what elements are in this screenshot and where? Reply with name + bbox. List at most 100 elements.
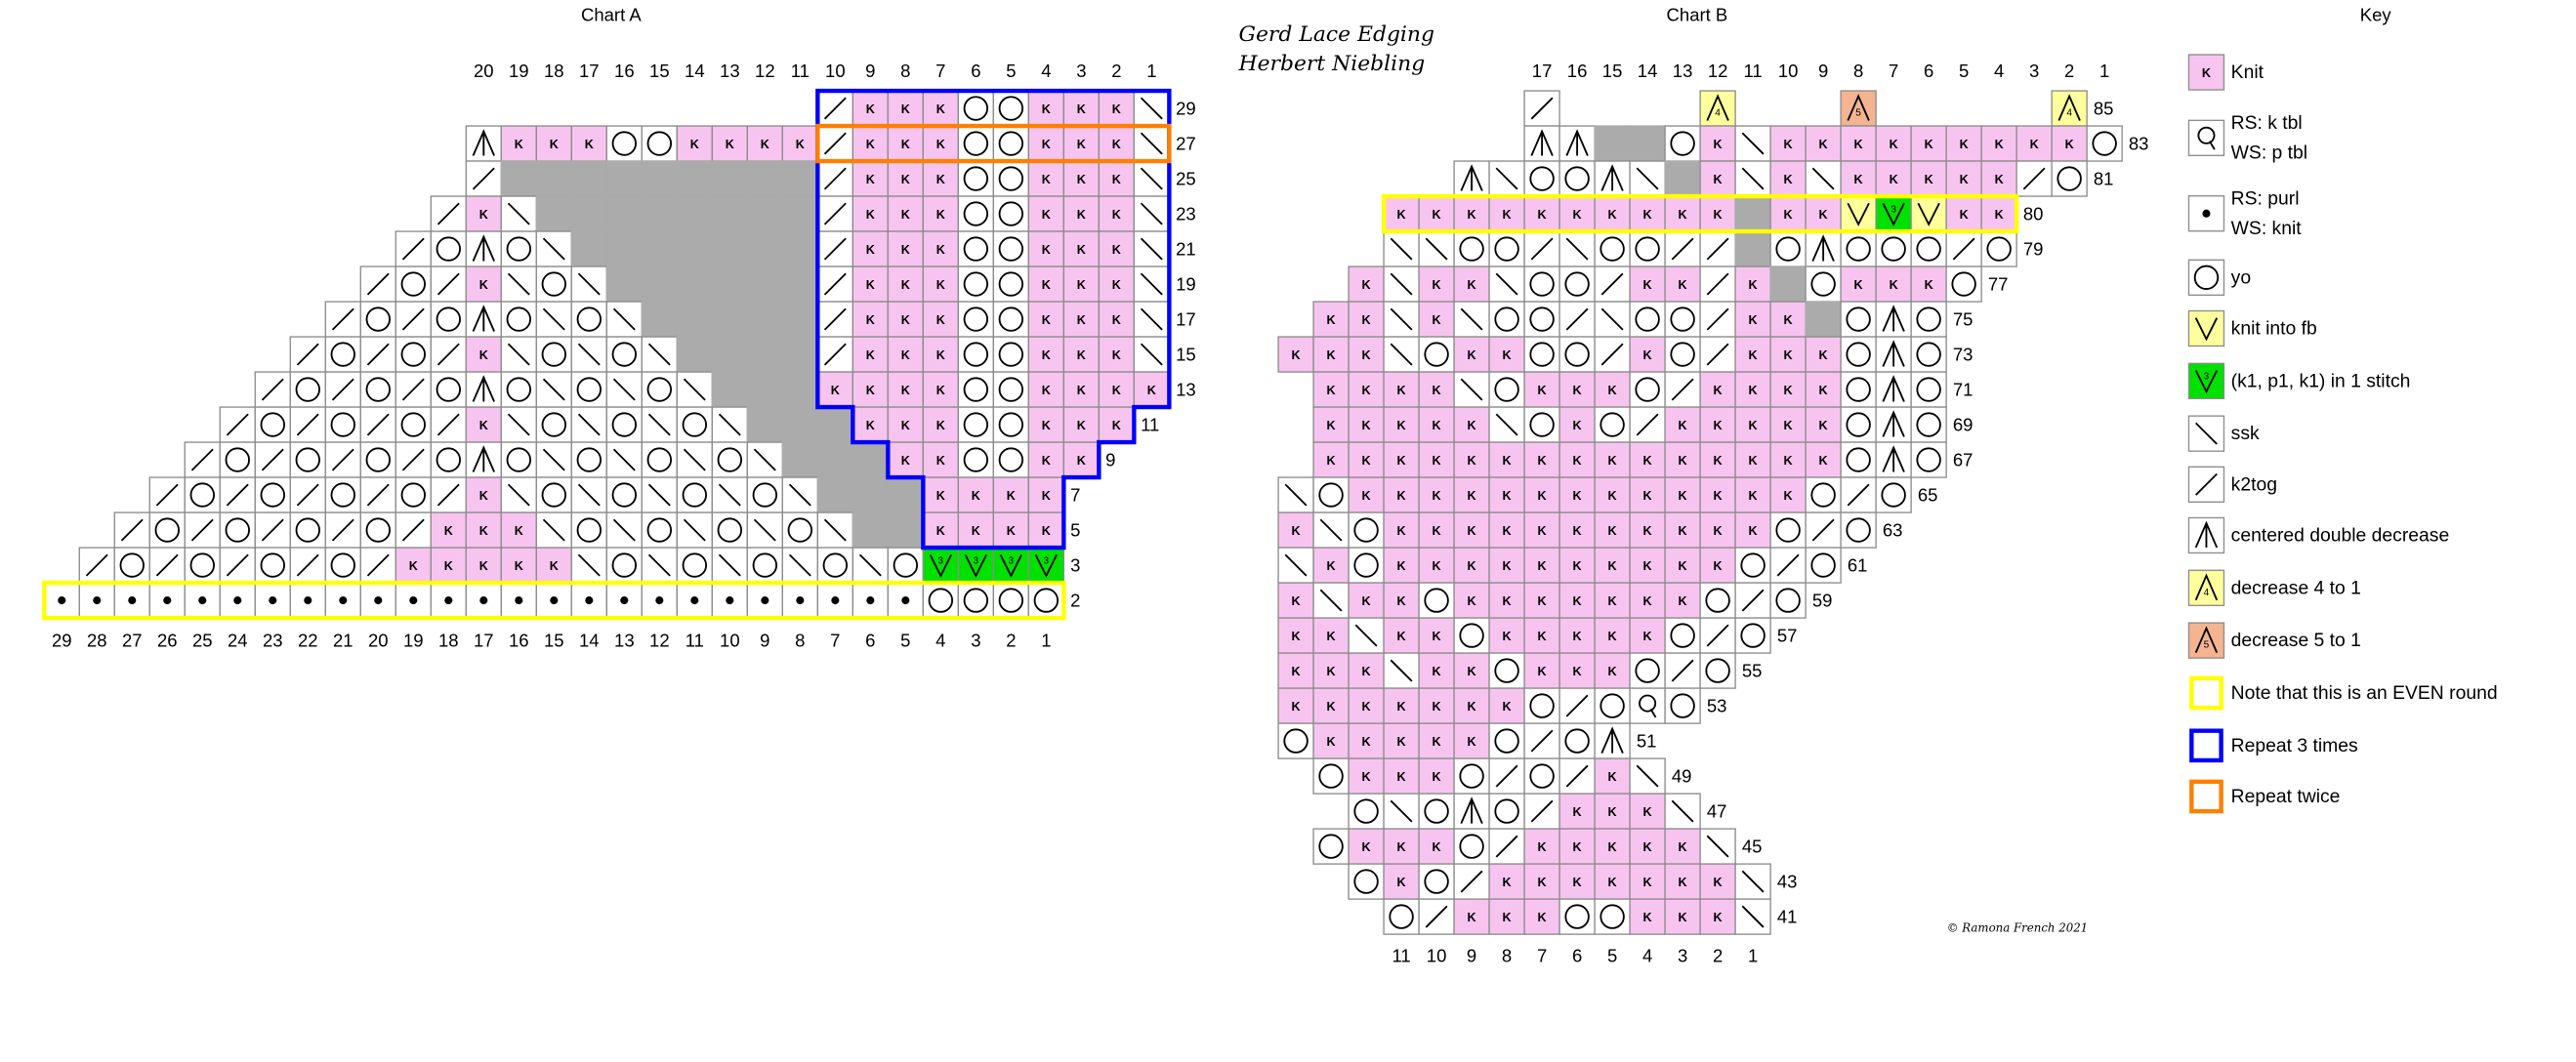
knit-symbol: K: [1362, 770, 1371, 784]
knit-symbol: K: [1714, 384, 1723, 397]
knit-symbol: K: [1608, 559, 1617, 573]
yo-symbol: [1775, 588, 1801, 613]
stitch-cell: [1277, 617, 1314, 654]
row-number: 77: [1988, 274, 2009, 295]
yo-symbol: [998, 201, 1024, 226]
ssk-symbol: [542, 378, 565, 401]
stitch-cell: [1629, 195, 1666, 232]
yo-symbol: [1353, 517, 1379, 543]
increase-symbol: [964, 553, 987, 578]
knit-symbol: K: [866, 384, 875, 397]
ssk-symbol: [788, 553, 811, 577]
k2tog-symbol: [436, 413, 460, 436]
stitch-cell: [1629, 547, 1666, 584]
key-label: Note that this is an EVEN round: [2231, 682, 2498, 704]
knit-symbol: K: [1468, 559, 1476, 573]
knit-symbol: K: [866, 138, 875, 151]
yo-symbol: [260, 412, 285, 437]
yo-symbol: [752, 552, 778, 578]
purl-symbol: [409, 596, 418, 605]
stitch-cell: [852, 511, 890, 549]
cdd-symbol: [1882, 410, 1905, 437]
cdd-symbol: [1460, 796, 1483, 824]
stitch-cell: [1734, 195, 1771, 232]
knit-symbol: K: [1112, 243, 1121, 257]
stitch-cell: [1629, 687, 1666, 724]
knit-symbol: K: [1468, 489, 1476, 503]
knit-symbol: K: [1397, 208, 1406, 222]
stitch-cell: [1699, 828, 1736, 865]
knit-symbol: K: [1362, 384, 1371, 397]
row-number: 81: [2094, 169, 2114, 189]
row-number: 69: [1953, 415, 1974, 435]
yo-symbol: [963, 166, 989, 191]
yo-symbol: [1600, 236, 1625, 262]
k2tog-symbol: [472, 167, 495, 190]
repeat-3-outline: [815, 88, 1172, 551]
yo-symbol: [1529, 412, 1555, 437]
yo-symbol: [998, 377, 1024, 402]
knit-symbol: K: [1112, 102, 1121, 116]
knit-symbol: K: [936, 454, 945, 468]
row-number: 80: [2023, 204, 2044, 225]
k2tog-symbol: [296, 483, 319, 507]
knit-symbol: K: [1643, 876, 1652, 889]
yo-symbol: [576, 306, 602, 332]
yo-symbol: [1986, 236, 2012, 262]
key-outline-swatch: [2189, 728, 2223, 763]
knit-symbol: K: [1397, 454, 1406, 468]
knit-symbol: K: [444, 559, 453, 573]
stitch-cell: [1769, 441, 1807, 478]
knit-symbol: K: [1784, 313, 1793, 327]
column-number: 16: [509, 631, 529, 651]
purl-symbol: [901, 596, 910, 605]
stitch-cell: [746, 301, 784, 338]
k2tog-symbol: [1671, 378, 1694, 401]
yo-symbol: [436, 447, 462, 472]
yo-symbol: [646, 447, 673, 472]
knit-symbol: K: [761, 138, 769, 151]
knit-symbol: K: [1643, 594, 1652, 608]
cdd-symbol: [1600, 726, 1624, 754]
knit-symbol: K: [1397, 384, 1406, 397]
yo-symbol: [963, 131, 989, 156]
stitch-cell: [1312, 722, 1350, 759]
stitch-cell: [1594, 511, 1631, 549]
row-number: 11: [1141, 415, 1159, 435]
knit-symbol: K: [1077, 313, 1086, 327]
yo-symbol: [998, 131, 1024, 156]
row-number: 3: [1070, 555, 1080, 576]
stitch-cell: [1769, 301, 1807, 338]
k2tog-symbol: [1425, 905, 1448, 928]
row-number: 2: [1070, 591, 1080, 611]
knit-symbol: K: [1573, 805, 1582, 819]
knit-symbol: K: [1679, 594, 1687, 608]
designer-name: Herbert Niebling: [1238, 52, 1426, 76]
column-number: 5: [1607, 946, 1617, 966]
yo-symbol: [1033, 588, 1059, 613]
stitch-cell: [2187, 362, 2225, 399]
ssk-symbol: [647, 553, 671, 577]
yo-symbol: [225, 517, 250, 543]
knit-symbol: K: [1077, 384, 1086, 397]
knit-symbol: K: [1714, 559, 1723, 573]
column-number: 17: [474, 631, 494, 651]
knit-symbol: K: [1007, 524, 1016, 538]
column-number: 1: [2099, 61, 2109, 81]
yo-symbol: [998, 306, 1024, 332]
stitch-cell: [711, 125, 748, 162]
yo-symbol: [1846, 447, 1871, 472]
column-number: 3: [1076, 61, 1086, 81]
stitch-cell: [1062, 266, 1101, 303]
stitch-cell: [641, 230, 678, 267]
pattern-title: Gerd Lace Edging: [1239, 22, 1434, 47]
knit-symbol: K: [1679, 419, 1687, 432]
yo-symbol: [1529, 763, 1555, 789]
knit-symbol: K: [901, 454, 910, 468]
decrease-count: 5: [1855, 108, 1861, 119]
knit-symbol: K: [936, 419, 945, 432]
row-number: 21: [1176, 239, 1196, 260]
knit-symbol: K: [866, 313, 875, 327]
knit-symbol: K: [1468, 524, 1476, 538]
